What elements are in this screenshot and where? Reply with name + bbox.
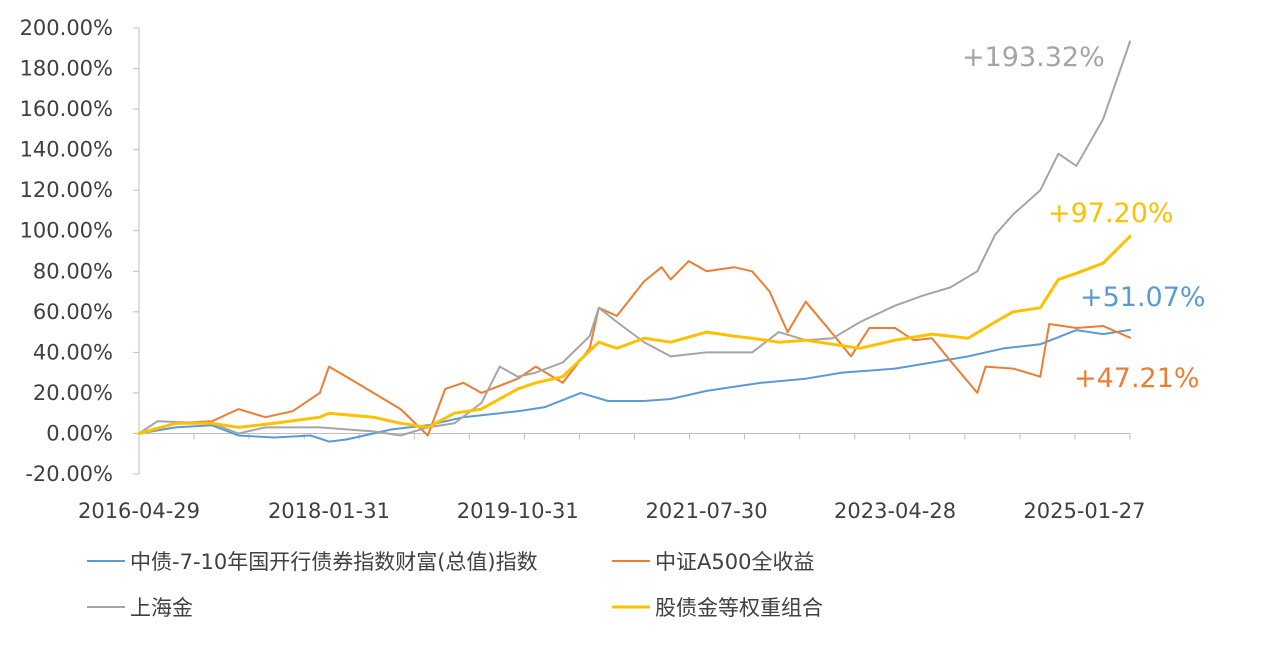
y-tick-label: 140.00% xyxy=(20,138,113,162)
series-end-label: +193.32% xyxy=(962,42,1105,73)
series-line-0 xyxy=(138,328,1131,443)
y-tick-label: 40.00% xyxy=(33,340,113,364)
y-tick-label: 120.00% xyxy=(20,178,113,202)
x-tick-label: 2023-04-28 xyxy=(834,499,956,523)
y-tick-label: 20.00% xyxy=(33,381,113,405)
y-tick-label: 80.00% xyxy=(33,259,113,283)
series-line-1 xyxy=(138,260,1131,437)
y-tick-label: -20.00% xyxy=(25,462,113,486)
y-tick-label: 60.00% xyxy=(33,300,113,324)
series-line-2 xyxy=(138,40,1131,437)
series-line-3 xyxy=(137,234,1132,435)
legend-label: 中债-7-10年国开行债券指数财富(总值)指数 xyxy=(130,550,538,574)
series-lines xyxy=(137,40,1132,443)
series-end-label: +47.21% xyxy=(1074,363,1200,394)
legend-label: 上海金 xyxy=(130,596,193,620)
y-tick-label: 0.00% xyxy=(46,421,113,445)
y-tick-label: 200.00% xyxy=(20,16,113,40)
y-tick-label: 160.00% xyxy=(20,97,113,121)
x-tick-label: 2016-04-29 xyxy=(78,499,200,523)
end-labels: +51.07% +47.21% +193.32% +97.20% xyxy=(962,42,1206,394)
x-tick-label: 2021-07-30 xyxy=(646,499,768,523)
y-tick-label: 180.00% xyxy=(20,57,113,81)
x-tick-label: 2018-01-31 xyxy=(268,499,390,523)
x-tick-label: 2019-10-31 xyxy=(457,499,579,523)
series-end-label: +97.20% xyxy=(1048,198,1174,229)
legend-label: 中证A500全收益 xyxy=(655,550,814,574)
series-end-label: +51.07% xyxy=(1080,282,1206,313)
axes: -20.00% 0.00% 20.00% 40.00% 60.00% 80.00% 100.… xyxy=(20,16,1146,523)
x-tick-label: 2025-01-27 xyxy=(1023,499,1145,523)
y-tick-label: 100.00% xyxy=(20,219,113,243)
legend-label: 股债金等权重组合 xyxy=(655,596,823,620)
